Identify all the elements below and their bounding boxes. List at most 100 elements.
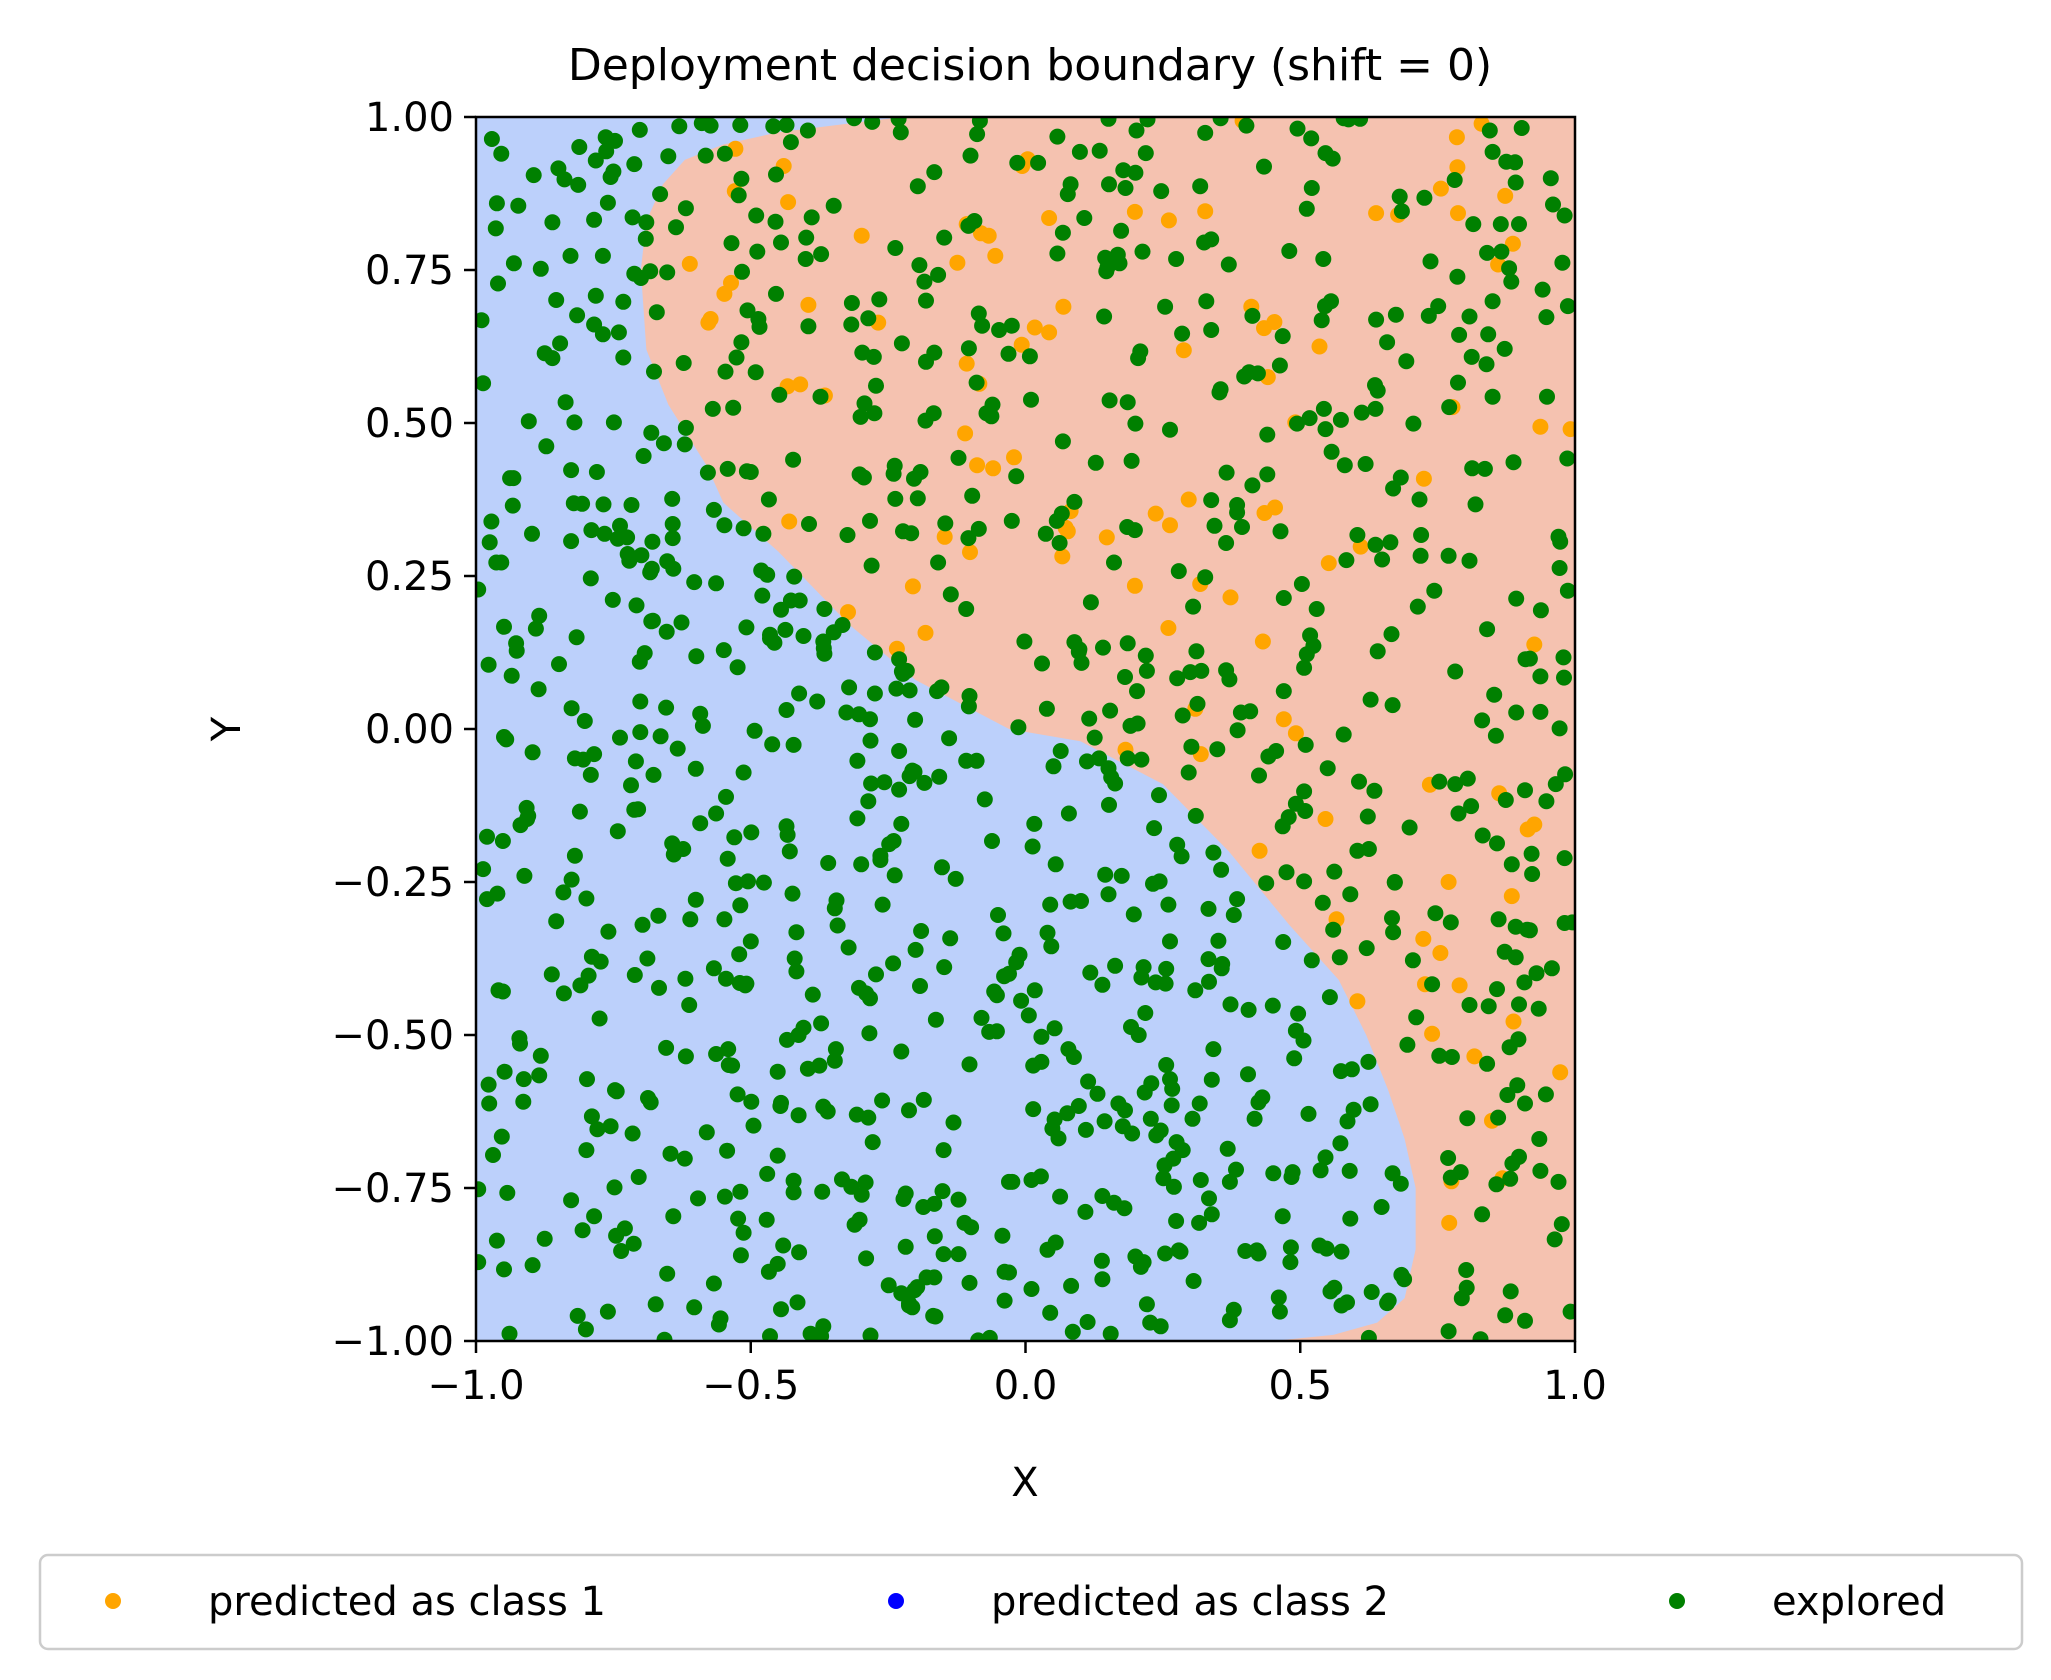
point-explored (1464, 460, 1481, 477)
point-explored (1064, 1323, 1081, 1340)
point-explored (860, 310, 877, 327)
x-tick-label: 0.5 (1268, 1363, 1332, 1409)
point-explored (1130, 350, 1147, 367)
point-explored (1275, 683, 1292, 700)
point-explored (858, 1250, 875, 1267)
point-explored (1219, 1140, 1236, 1157)
point-explored (583, 1108, 600, 1125)
point-explored (726, 829, 743, 846)
point-explored (745, 1117, 762, 1134)
point-explored (692, 705, 709, 722)
legend-marker-class-2 (888, 1593, 904, 1609)
point-explored (746, 722, 763, 739)
point-explored (853, 1186, 870, 1203)
point-explored (1200, 951, 1217, 968)
point-explored (1349, 842, 1366, 859)
point-explored (917, 412, 934, 429)
point-explored (778, 702, 795, 718)
point-explored (1170, 563, 1187, 580)
point-explored (1101, 392, 1118, 409)
point-explored (1413, 527, 1430, 543)
point-explored (489, 885, 506, 902)
point-explored (1550, 1173, 1567, 1190)
point-explored (718, 970, 734, 987)
point-explored (716, 517, 733, 534)
point-explored (1115, 162, 1132, 179)
x-axis-label: X (1011, 1460, 1038, 1506)
point-explored (1070, 1098, 1087, 1114)
point-explored (1123, 452, 1140, 469)
point-explored (1256, 158, 1272, 175)
point-explored (1052, 743, 1069, 759)
point-explored (499, 1184, 516, 1201)
point-explored (1369, 643, 1386, 660)
point-explored (925, 1307, 942, 1324)
point-explored (895, 523, 911, 540)
point-explored (911, 257, 928, 274)
point-class-1 (853, 227, 870, 244)
point-class-1 (1448, 129, 1465, 146)
point-explored (1297, 736, 1314, 753)
point-explored (599, 1303, 616, 1320)
point-explored (1054, 433, 1071, 450)
point-explored (1238, 117, 1255, 134)
point-explored (950, 449, 967, 466)
point-explored (962, 147, 979, 164)
point-explored (1308, 601, 1325, 617)
point-explored (631, 653, 648, 670)
point-explored (719, 1142, 736, 1159)
point-explored (1200, 900, 1217, 917)
point-explored (1153, 183, 1170, 200)
point-explored (1228, 1161, 1244, 1178)
point-explored (970, 520, 987, 537)
point-explored (855, 469, 872, 486)
point-explored (1062, 893, 1079, 910)
point-explored (608, 1227, 625, 1244)
point-explored (1169, 670, 1186, 687)
point-explored (591, 1010, 608, 1027)
point-explored (862, 732, 879, 749)
point-explored (1271, 357, 1288, 374)
point-explored (1119, 519, 1136, 535)
point-class-1 (1160, 212, 1177, 229)
point-explored (1352, 117, 1369, 127)
point-class-1 (1526, 636, 1543, 653)
point-explored (779, 826, 796, 843)
point-explored (723, 235, 740, 252)
point-explored (1053, 505, 1070, 522)
point-class-1 (1466, 1048, 1483, 1065)
point-explored (755, 874, 772, 891)
point-explored (802, 1325, 819, 1341)
point-explored (799, 122, 816, 139)
point-explored (1359, 808, 1376, 825)
point-explored (571, 139, 588, 155)
point-explored (1213, 960, 1230, 977)
point-explored (732, 1183, 749, 1200)
point-explored (1282, 1254, 1299, 1271)
point-explored (1391, 188, 1408, 205)
point-explored (1009, 154, 1026, 171)
point-explored (698, 1124, 715, 1141)
point-explored (1497, 1307, 1514, 1324)
point-explored (1172, 1243, 1189, 1260)
point-explored (735, 764, 752, 781)
x-tick-label: −0.5 (702, 1363, 799, 1409)
point-explored (1559, 582, 1575, 599)
point-explored (1333, 1297, 1350, 1314)
point-explored (963, 1219, 980, 1236)
point-explored (768, 285, 784, 302)
point-explored (762, 630, 778, 647)
point-explored (1060, 805, 1077, 822)
point-explored (512, 1035, 528, 1052)
point-explored (1338, 552, 1355, 569)
point-explored (1211, 384, 1228, 401)
point-explored (974, 317, 991, 334)
point-explored (1296, 873, 1313, 890)
point-explored (1049, 128, 1066, 145)
point-explored (996, 1263, 1013, 1280)
point-explored (964, 487, 981, 504)
point-explored (1187, 982, 1204, 999)
point-explored (809, 693, 826, 710)
point-explored (893, 815, 910, 832)
point-explored (1100, 886, 1117, 903)
